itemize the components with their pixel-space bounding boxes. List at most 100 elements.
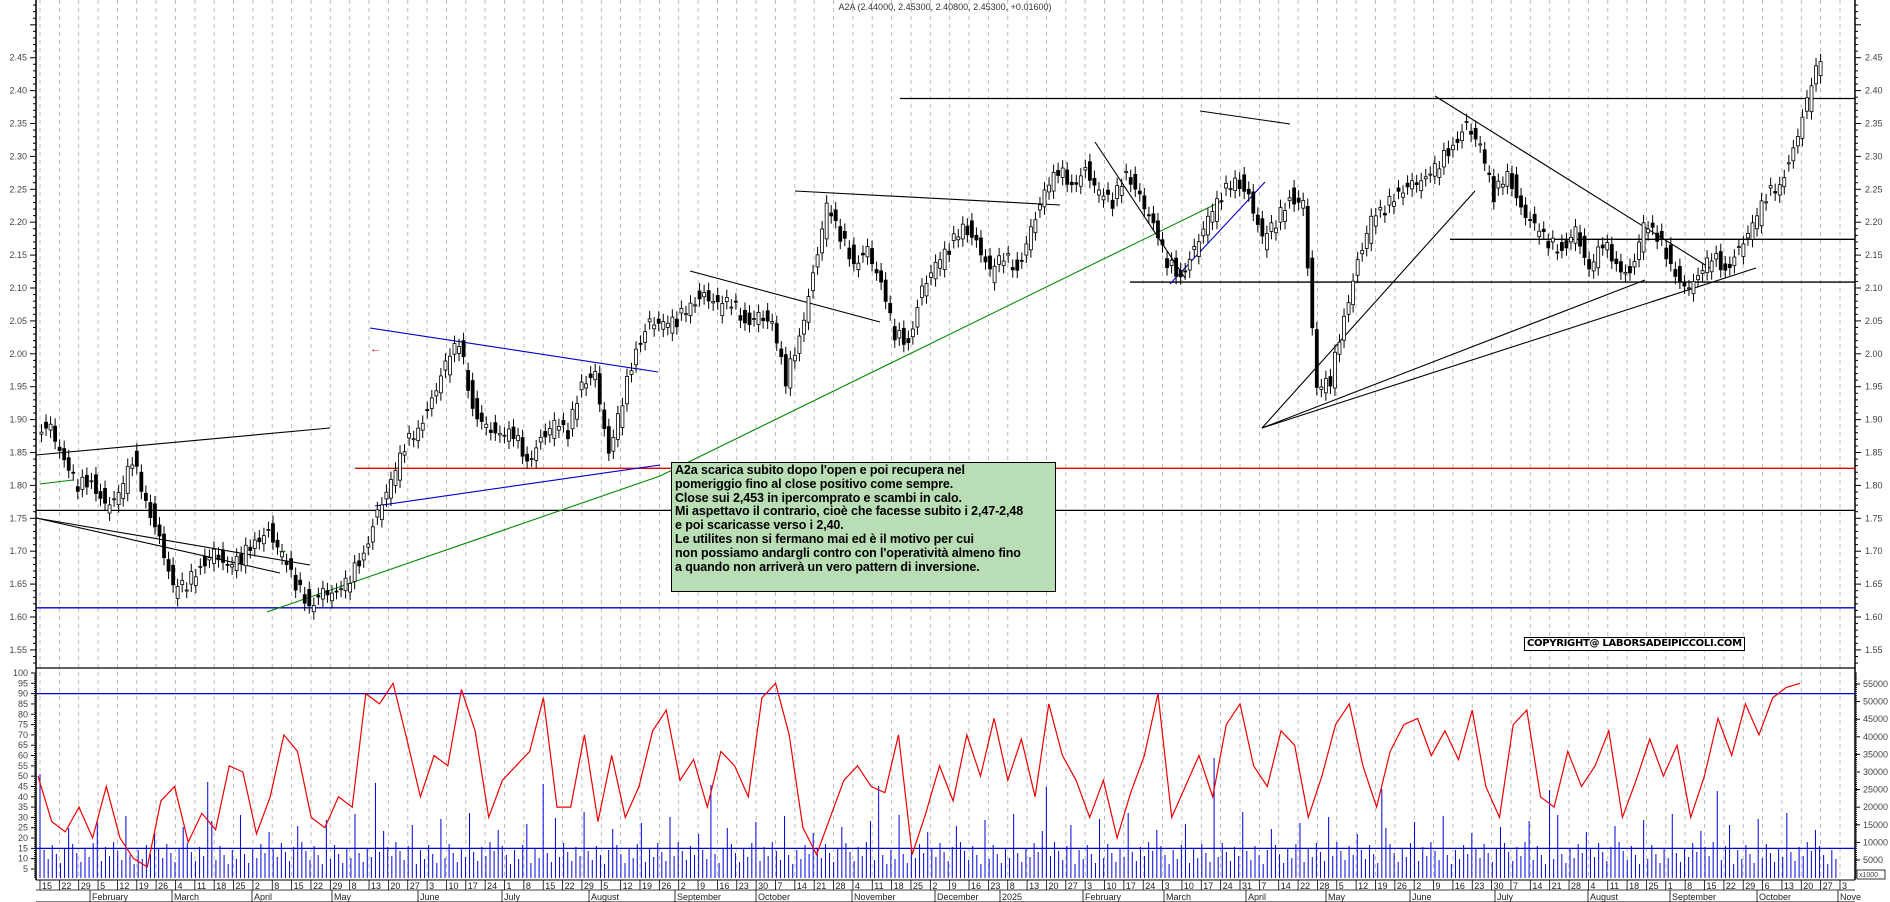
svg-text:30000: 30000 [1863, 767, 1888, 777]
svg-text:2.10: 2.10 [9, 283, 27, 293]
analysis-note: A2a scarica subito dopo l'open e poi rec… [671, 462, 1056, 592]
svg-text:October: October [1759, 892, 1791, 902]
svg-text:1.95: 1.95 [9, 382, 27, 392]
svg-text:1.95: 1.95 [1865, 382, 1883, 392]
svg-text:65: 65 [18, 740, 28, 750]
svg-text:22: 22 [313, 881, 323, 891]
svg-text:22: 22 [1300, 881, 1310, 891]
svg-text:5: 5 [100, 881, 105, 891]
svg-text:8: 8 [1010, 881, 1015, 891]
svg-text:19: 19 [139, 881, 149, 891]
note-line: Mi aspettavo il contrario, cioè che face… [675, 504, 1024, 519]
svg-text:2.05: 2.05 [1865, 316, 1883, 326]
svg-text:2: 2 [255, 881, 260, 891]
svg-text:55000: 55000 [1863, 679, 1888, 689]
svg-text:2: 2 [1416, 881, 1421, 891]
svg-text:9: 9 [700, 881, 705, 891]
svg-text:9: 9 [952, 881, 957, 891]
svg-text:100: 100 [13, 668, 28, 678]
svg-text:30: 30 [758, 881, 768, 891]
svg-text:18: 18 [216, 881, 226, 891]
svg-text:February: February [92, 892, 129, 902]
svg-text:August: August [1590, 892, 1619, 902]
svg-text:1.70: 1.70 [1865, 546, 1883, 556]
svg-text:July: July [1497, 892, 1514, 902]
svg-text:September: September [1672, 892, 1716, 902]
svg-text:11: 11 [1610, 881, 1619, 891]
svg-text:55: 55 [18, 761, 28, 771]
svg-text:6: 6 [1765, 881, 1770, 891]
svg-text:30: 30 [18, 812, 28, 822]
svg-text:10000: 10000 [1863, 837, 1888, 847]
svg-text:25: 25 [236, 881, 246, 891]
svg-text:14: 14 [797, 881, 807, 891]
svg-text:December: December [937, 892, 979, 902]
svg-text:February: February [1085, 892, 1122, 902]
svg-text:1.85: 1.85 [1865, 448, 1883, 458]
svg-text:1.70: 1.70 [9, 546, 27, 556]
svg-text:22: 22 [1726, 881, 1736, 891]
svg-text:2.15: 2.15 [1865, 250, 1883, 260]
svg-text:29: 29 [81, 881, 91, 891]
svg-text:17: 17 [1203, 881, 1213, 891]
note-line: A2a scarica subito dopo l'open e poi rec… [675, 463, 965, 477]
svg-text:5: 5 [603, 881, 608, 891]
svg-text:95: 95 [18, 678, 28, 688]
svg-text:1.55: 1.55 [1865, 645, 1883, 655]
svg-text:8: 8 [274, 881, 279, 891]
svg-text:2.20: 2.20 [9, 217, 27, 227]
svg-text:20: 20 [1048, 881, 1058, 891]
svg-text:April: April [254, 892, 272, 902]
svg-text:17: 17 [1126, 881, 1136, 891]
svg-text:13: 13 [1784, 881, 1794, 891]
svg-text:3: 3 [1087, 881, 1092, 891]
svg-text:11: 11 [874, 881, 883, 891]
svg-text:2.25: 2.25 [1865, 184, 1883, 194]
note-line: a quando non arriverà un vero pattern di… [675, 559, 980, 574]
svg-text:27: 27 [1068, 881, 1078, 891]
svg-text:2.30: 2.30 [1865, 151, 1883, 161]
svg-text:9: 9 [1436, 881, 1441, 891]
svg-text:60: 60 [18, 751, 28, 761]
svg-text:8: 8 [352, 881, 357, 891]
svg-text:70: 70 [18, 730, 28, 740]
svg-text:June: June [420, 892, 440, 902]
svg-text:25: 25 [1648, 881, 1658, 891]
svg-text:1: 1 [507, 881, 512, 891]
svg-text:4: 4 [1590, 881, 1595, 891]
svg-text:24: 24 [1145, 881, 1155, 891]
svg-text:2.20: 2.20 [1865, 217, 1883, 227]
svg-text:1: 1 [1668, 881, 1673, 891]
svg-text:26: 26 [158, 881, 168, 891]
svg-text:19: 19 [1377, 881, 1387, 891]
svg-text:27: 27 [410, 881, 420, 891]
svg-text:90: 90 [18, 689, 28, 699]
svg-text:18: 18 [1629, 881, 1639, 891]
svg-text:2025: 2025 [1002, 892, 1022, 902]
svg-text:14: 14 [1281, 881, 1291, 891]
svg-text:May: May [1328, 892, 1346, 902]
svg-text:23: 23 [990, 881, 1000, 891]
svg-text:10: 10 [18, 854, 28, 864]
svg-text:2.25: 2.25 [9, 184, 27, 194]
svg-text:1.60: 1.60 [1865, 612, 1883, 622]
svg-text:22: 22 [61, 881, 71, 891]
svg-text:29: 29 [1745, 881, 1755, 891]
svg-text:21: 21 [1552, 881, 1562, 891]
svg-text:20: 20 [390, 881, 400, 891]
svg-text:25: 25 [18, 823, 28, 833]
svg-text:July: July [504, 892, 521, 902]
svg-text:24: 24 [487, 881, 497, 891]
svg-text:1.90: 1.90 [9, 415, 27, 425]
svg-text:4: 4 [855, 881, 860, 891]
svg-text:2.00: 2.00 [9, 349, 27, 359]
svg-text:7: 7 [1513, 881, 1518, 891]
svg-text:5000: 5000 [1863, 855, 1883, 865]
svg-text:31: 31 [1242, 881, 1252, 891]
svg-text:16: 16 [1455, 881, 1465, 891]
svg-text:2.15: 2.15 [9, 250, 27, 260]
svg-text:23: 23 [739, 881, 749, 891]
svg-text:3: 3 [1165, 881, 1170, 891]
svg-text:2.45: 2.45 [1865, 53, 1883, 63]
